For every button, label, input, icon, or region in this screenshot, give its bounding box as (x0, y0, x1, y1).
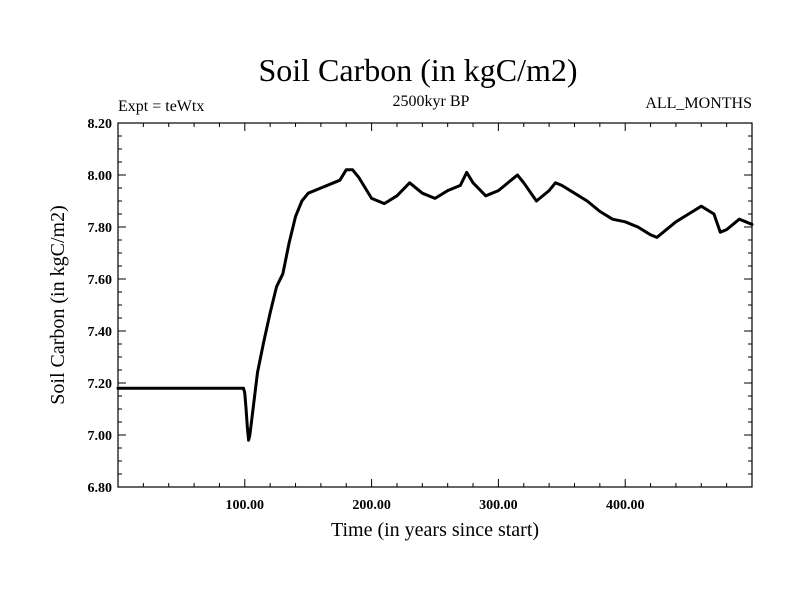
y-tick-label: 8.00 (88, 169, 113, 184)
x-tick-label: 200.00 (352, 498, 391, 513)
x-tick-label: 400.00 (606, 498, 645, 513)
y-tick-label: 7.60 (88, 273, 113, 288)
y-tick-label: 7.80 (88, 221, 113, 236)
y-tick-label: 7.40 (88, 325, 113, 340)
x-axis-label: Time (in years since start) (331, 519, 539, 541)
soil-carbon-series-line (116, 168, 754, 442)
experiment-label: Expt = teWtx (118, 98, 204, 115)
data-layer (116, 168, 754, 442)
y-tick-label: 7.20 (88, 377, 113, 392)
y-tick-label: 7.00 (88, 429, 113, 444)
y-tick-label: 8.20 (88, 117, 113, 132)
y-tick-label: 6.80 (88, 481, 113, 496)
plot-frame (117, 122, 753, 488)
x-tick-label: 100.00 (226, 498, 265, 513)
tick-layer: 6.80 7.00 7.20 7.40 7.60 7.80 8.00 8.20 100.00 20… (88, 117, 752, 513)
period-label: 2500kyr BP (393, 93, 470, 110)
y-axis-label: Soil Carbon (in kgC/m2) (47, 205, 69, 404)
x-tick-label: 300.00 (479, 498, 518, 513)
months-label: ALL_MONTHS (645, 95, 752, 112)
chart-title: Soil Carbon (in kgC/m2) (258, 52, 577, 88)
